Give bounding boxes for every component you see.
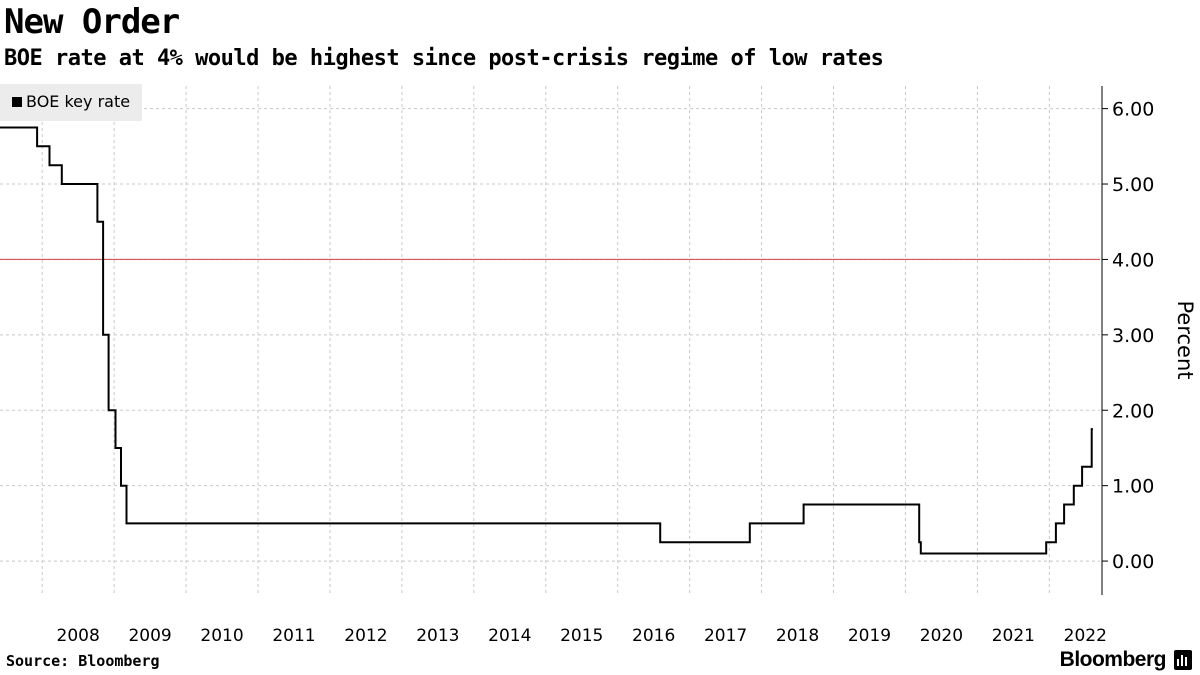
y-tick-label: 5.00 bbox=[1112, 174, 1154, 196]
x-tick-label: 2011 bbox=[272, 626, 315, 646]
y-axis-label: Percent bbox=[1173, 300, 1197, 379]
x-axis: 2008 2009 2010 2011 2012 2013 2014 2015 2016 2017… bbox=[57, 626, 1107, 646]
x-tick-label: 2018 bbox=[776, 626, 819, 646]
series-line bbox=[0, 126, 1093, 555]
y-tick-label: 0.00 bbox=[1112, 551, 1154, 573]
y-tick-label: 6.00 bbox=[1112, 99, 1154, 121]
x-tick-label: 2008 bbox=[57, 626, 100, 646]
bloomberg-logo: Bloomberg bbox=[1059, 648, 1167, 671]
x-tick-label: 2021 bbox=[992, 626, 1035, 646]
y-axis: 0.00 1.00 2.00 3.00 4.00 5.00 6.00 Percent bbox=[1101, 86, 1197, 595]
chart-subtitle: BOE rate at 4% would be highest since po… bbox=[4, 46, 884, 71]
y-tick-label: 3.00 bbox=[1112, 325, 1154, 347]
legend: BOE key rate bbox=[0, 84, 142, 121]
y-tick-label: 2.00 bbox=[1112, 400, 1154, 422]
legend-swatch bbox=[12, 97, 22, 107]
x-tick-label: 2015 bbox=[560, 626, 603, 646]
x-tick-label: 2014 bbox=[488, 626, 531, 646]
x-tick-label: 2019 bbox=[848, 626, 891, 646]
y-tick-label: 1.00 bbox=[1112, 476, 1154, 498]
series-layer bbox=[0, 126, 1093, 555]
source-note: Source: Bloomberg bbox=[6, 652, 160, 670]
x-tick-label: 2017 bbox=[704, 626, 747, 646]
bloomberg-terminal-icon bbox=[1174, 650, 1192, 670]
x-tick-label: 2010 bbox=[200, 626, 243, 646]
legend-label: BOE key rate bbox=[26, 92, 130, 111]
x-tick-label: 2009 bbox=[128, 626, 171, 646]
y-tick-label: 4.00 bbox=[1112, 249, 1154, 271]
x-tick-label: 2012 bbox=[344, 626, 387, 646]
legend-box bbox=[0, 84, 142, 121]
chart-title: New Order bbox=[4, 2, 180, 42]
x-tick-label: 2013 bbox=[416, 626, 459, 646]
x-tick-label: 2016 bbox=[632, 626, 675, 646]
x-tick-label: 2022 bbox=[1064, 626, 1107, 646]
grid bbox=[0, 86, 1100, 595]
x-tick-label: 2020 bbox=[920, 626, 963, 646]
